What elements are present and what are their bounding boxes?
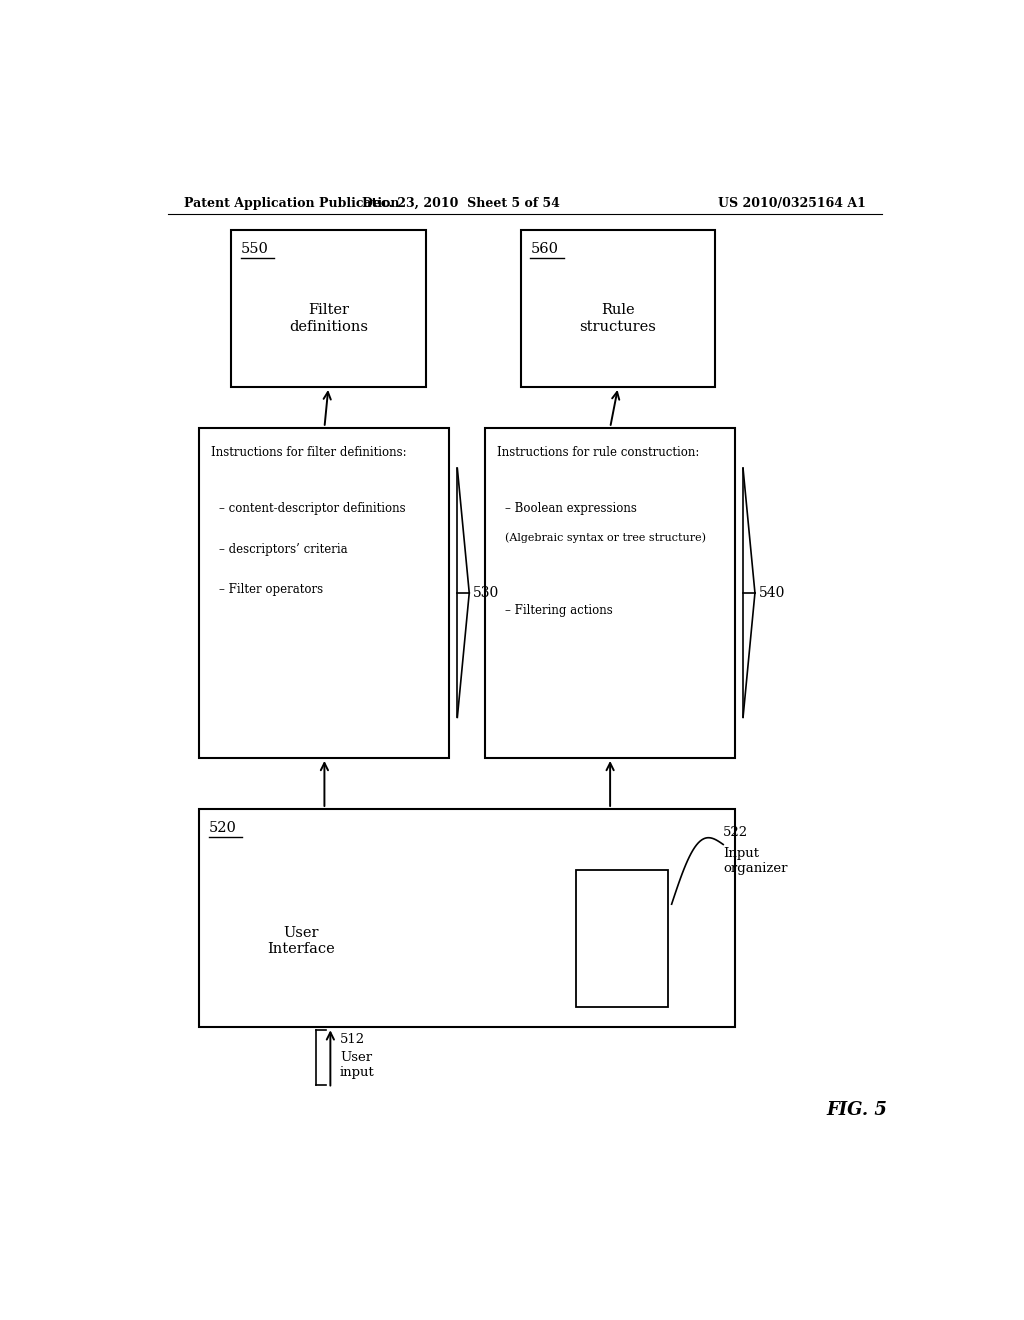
Text: – Filter operators: – Filter operators (219, 583, 324, 597)
Text: Filter
definitions: Filter definitions (289, 304, 368, 334)
Text: User
Interface: User Interface (267, 925, 335, 956)
Bar (521, 230, 715, 387)
Text: 530: 530 (473, 586, 500, 599)
Text: 522: 522 (723, 826, 749, 840)
Text: User
input: User input (340, 1051, 375, 1078)
Text: FIG. 5: FIG. 5 (826, 1101, 887, 1119)
Text: (Algebraic syntax or tree structure): (Algebraic syntax or tree structure) (505, 532, 706, 543)
Bar (200, 428, 450, 758)
Text: US 2010/0325164 A1: US 2010/0325164 A1 (718, 197, 866, 210)
Text: Patent Application Publication: Patent Application Publication (183, 197, 399, 210)
Text: – content-descriptor definitions: – content-descriptor definitions (219, 502, 406, 515)
Text: Input
organizer: Input organizer (723, 846, 787, 875)
Text: Instructions for rule construction:: Instructions for rule construction: (497, 446, 699, 459)
Text: Dec. 23, 2010  Sheet 5 of 54: Dec. 23, 2010 Sheet 5 of 54 (362, 197, 560, 210)
Text: – Boolean expressions: – Boolean expressions (505, 502, 637, 515)
Text: 540: 540 (759, 586, 785, 599)
Text: 512: 512 (340, 1032, 365, 1045)
Text: – descriptors’ criteria: – descriptors’ criteria (219, 543, 348, 556)
Bar (200, 809, 735, 1027)
Text: 550: 550 (241, 242, 268, 256)
Text: Instructions for filter definitions:: Instructions for filter definitions: (211, 446, 407, 459)
Text: – Filtering actions: – Filtering actions (505, 603, 612, 616)
Bar (485, 428, 735, 758)
Bar (577, 870, 668, 1007)
Text: Rule
structures: Rule structures (580, 304, 656, 334)
Text: 560: 560 (530, 242, 558, 256)
Text: 520: 520 (209, 821, 237, 836)
Bar (231, 230, 426, 387)
